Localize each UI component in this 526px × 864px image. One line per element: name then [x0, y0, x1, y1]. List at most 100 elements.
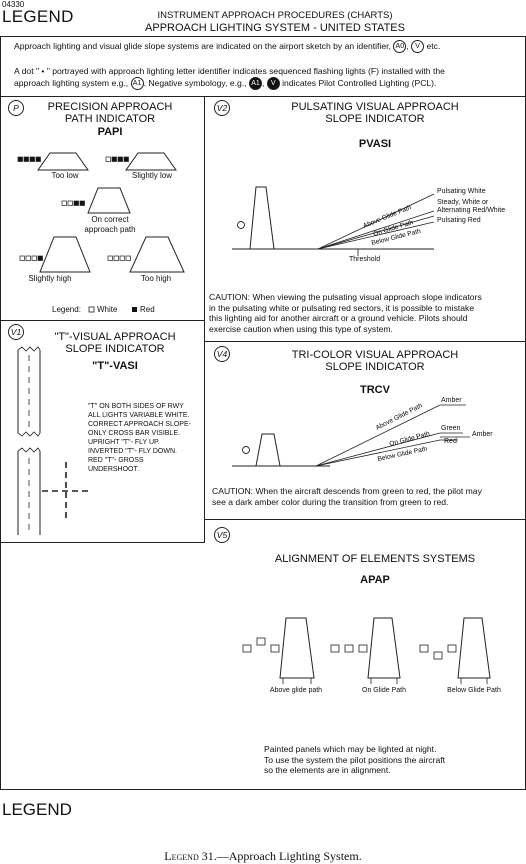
apap-panel: [419, 644, 429, 653]
apap-runway-on: [367, 617, 401, 679]
tvasi-note-line: ALL LIGHTS VARIABLE WHITE.: [88, 412, 190, 419]
pvasi-label-threshold: Threshold: [349, 256, 381, 263]
apap-panel: [242, 644, 252, 653]
tvasi-note-line: INVERTED "T"- FLY DOWN.: [88, 448, 177, 455]
papi-lights-too-high: [107, 255, 131, 261]
tvasi-notes: "T" ON BOTH SIDES OF RWY ALL LIGHTS VARI…: [88, 402, 191, 474]
pvasi-line-middle-upper: [317, 210, 435, 250]
figure-caption: Legend 31.—Approach Lighting System.: [0, 849, 526, 864]
tvasi-note-line: CORRECT APPROACH SLOPE-: [88, 421, 191, 428]
divider-papi-tvasi: [0, 320, 205, 321]
tvasi-note-line: UNDERSHOOT.: [88, 466, 139, 473]
apap-abbreviation: APAP: [360, 574, 390, 586]
papi-light-red: [117, 156, 123, 162]
intro-text: indicates Pilot Controlled Lighting (PCL…: [282, 77, 437, 88]
intro-separator: ,: [261, 77, 265, 88]
tvasi-title-1: "T"-VISUAL APPROACH: [54, 331, 176, 343]
intro-text: etc.: [426, 40, 441, 51]
pvasi-label-steady-1: Steady, White or: [437, 199, 489, 206]
papi-lights-too-low: [17, 156, 41, 162]
negative-identifier-icon: A1: [248, 77, 262, 90]
divider-tvasi-bottom: [0, 542, 205, 543]
intro-paragraph-2: A dot " • " portrayed with approach ligh…: [14, 66, 519, 90]
approach-light-identifier-icon: A0: [393, 40, 407, 53]
caption-prefix: Legend: [164, 849, 199, 863]
papi-light-red: [37, 255, 43, 261]
apap-panel: [344, 644, 354, 653]
pvasi-label-pulsating-red: Pulsating Red: [437, 217, 481, 224]
tvasi-note-line: UPRIGHT "T"- FLY UP.: [88, 439, 160, 446]
papi-label-slightly-high: Slightly high: [28, 274, 72, 283]
trcv-label-green: Green: [441, 425, 461, 432]
papi-light-red: [111, 156, 117, 162]
papi-light-red: [79, 200, 85, 206]
pvasi-abbreviation: PVASI: [358, 138, 392, 150]
apap-note: Painted panels which may be lighted at n…: [264, 744, 514, 776]
pvasi-caution-line: in the pulsating white or pulsating red …: [209, 302, 475, 313]
apap-label-on: On Glide Path: [362, 687, 406, 694]
divider-trcv-apap: [204, 519, 526, 520]
papi-light-red: [123, 156, 129, 162]
papi-light-white: [119, 255, 125, 261]
papi-light-red: [23, 156, 29, 162]
papi-abbreviation: PAPI: [97, 126, 123, 138]
papi-label-too-low: Too low: [51, 171, 79, 180]
apap-title: ALIGNMENT OF ELEMENTS SYSTEMS: [274, 553, 476, 565]
pvasi-line-middle-lower: [317, 215, 435, 250]
trcv-label-amber: Amber: [441, 397, 462, 404]
apap-panel: [433, 651, 443, 660]
trcv-abbreviation: TRCV: [360, 384, 390, 396]
pvasi-line-upper: [317, 193, 435, 250]
papi-light-red: [35, 156, 41, 162]
apap-label-below: Below Glide Path: [447, 687, 501, 694]
tvasi-note-line: ONLY CROSS BAR VISIBLE.: [88, 430, 180, 437]
papi-light-white: [107, 255, 113, 261]
pvasi-line-lower: [317, 221, 435, 250]
apap-panel: [256, 637, 266, 646]
trcv-label-amber-2: Amber: [472, 431, 493, 438]
pvasi-caution-line: CAUTION: When viewing the pulsating visu…: [209, 292, 482, 302]
papi-identifier-icon: P: [8, 100, 24, 116]
apap-panel: [330, 644, 340, 653]
papi-runway-too-low: [37, 152, 89, 171]
apap-panel: [447, 644, 457, 653]
papi-runway-slightly-high: [39, 236, 91, 273]
apap-identifier-icon: V5: [214, 527, 230, 543]
papi-title-1: PRECISION APPROACH: [47, 101, 173, 113]
papi-light-white: [25, 255, 31, 261]
papi-light-white: [31, 255, 37, 261]
legend-heading-bottom: LEGEND: [2, 800, 72, 819]
papi-runway-slightly-low: [125, 152, 177, 171]
papi-light-white: [67, 200, 73, 206]
papi-lights-slightly-high: [19, 255, 43, 261]
intro-paragraph-1: Approach lighting and visual glide slope…: [14, 40, 519, 53]
papi-label-too-high: Too high: [140, 274, 172, 283]
pvasi-caution-line: this lighting aid for another aircraft o…: [209, 313, 468, 323]
tvasi-runway-break-low: [17, 447, 41, 453]
pvasi-label-steady-2: Alternating Red/White: [437, 207, 506, 214]
papi-light-white: [125, 255, 131, 261]
apap-runway-below: [457, 617, 491, 679]
papi-label-on-correct-1: On correct: [91, 215, 129, 224]
header-line-2: APPROACH LIGHTING SYSTEM - UNITED STATES: [145, 22, 405, 34]
papi-lights-slightly-low: [105, 156, 129, 162]
papi-light-white: [61, 200, 67, 206]
papi-lights-on-correct: [61, 200, 85, 206]
tvasi-runway-break-mid: [17, 431, 41, 437]
trcv-line-middle: [315, 432, 441, 467]
pvasi-caution-line: exercise caution when using this type of…: [209, 323, 393, 334]
papi-runway-on-correct: [87, 187, 131, 214]
pvasi-light-unit-icon: [237, 221, 245, 229]
trcv-line-lower: [315, 439, 441, 467]
trcv-caution-line: CAUTION: When the aircraft descends from…: [212, 486, 482, 496]
legend-heading-top: LEGEND: [2, 7, 74, 26]
papi-runway-too-high: [129, 236, 185, 273]
papi-label-on-correct-2: approach path: [84, 225, 136, 234]
papi-light-white: [113, 255, 119, 261]
trcv-light-unit-icon: [242, 446, 250, 454]
intro-text: A dot " • " portrayed with approach ligh…: [14, 66, 445, 76]
trcv-caution: CAUTION: When the aircraft descends from…: [212, 486, 524, 507]
